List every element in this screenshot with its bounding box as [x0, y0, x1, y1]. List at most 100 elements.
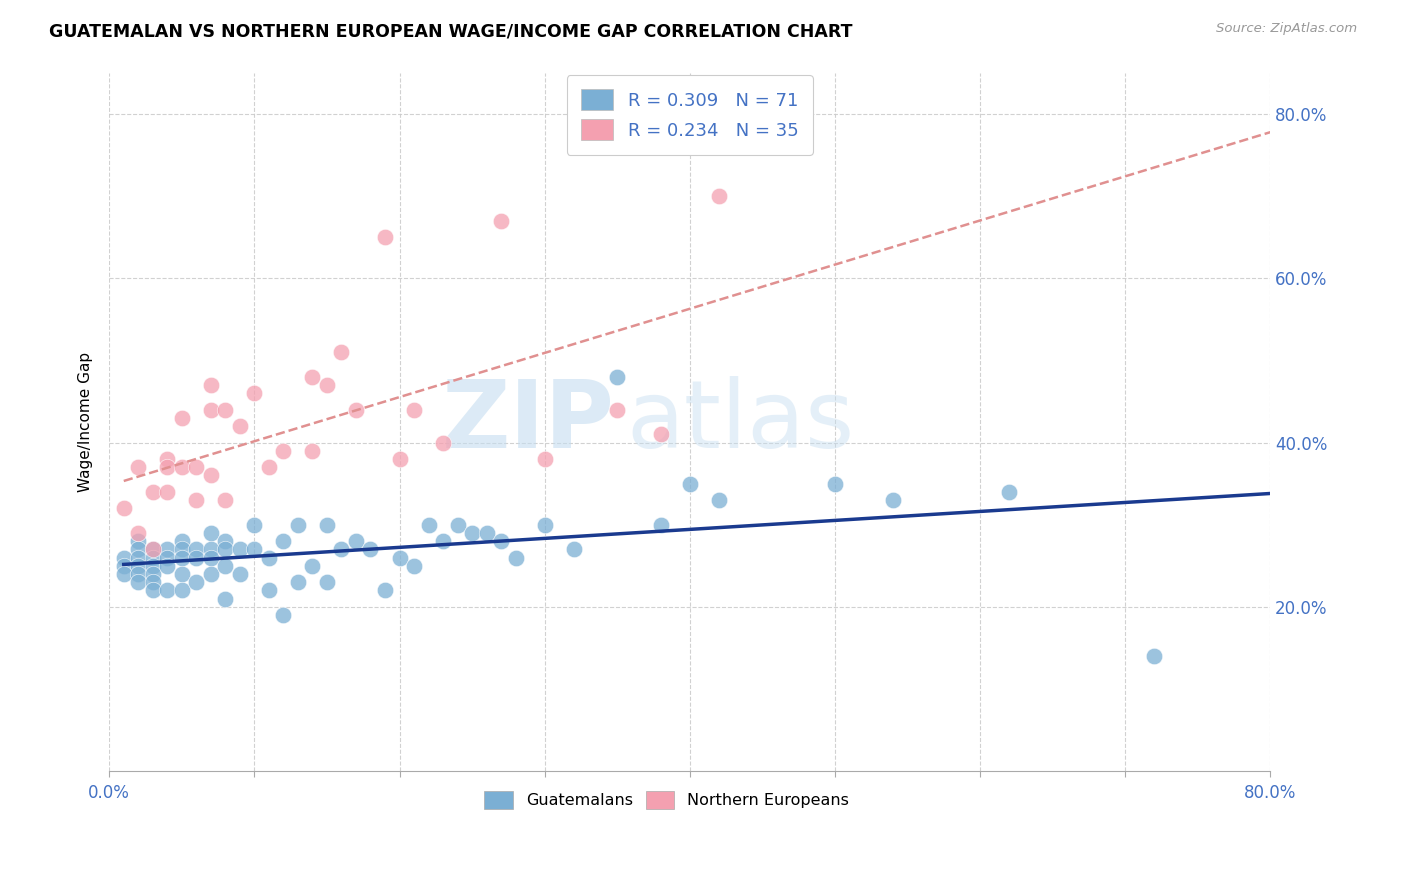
Point — [418, 517, 440, 532]
Point — [998, 484, 1021, 499]
Point — [142, 558, 165, 573]
Point — [402, 558, 425, 573]
Point — [156, 484, 179, 499]
Point — [243, 386, 266, 401]
Point — [707, 493, 730, 508]
Point — [200, 468, 222, 483]
Point — [156, 542, 179, 557]
Point — [156, 460, 179, 475]
Point — [330, 345, 353, 359]
Point — [156, 452, 179, 467]
Point — [142, 566, 165, 581]
Legend: Guatemalans, Northern Europeans: Guatemalans, Northern Europeans — [478, 784, 855, 815]
Point — [112, 501, 135, 516]
Point — [112, 558, 135, 573]
Point — [679, 476, 702, 491]
Point — [432, 534, 454, 549]
Point — [200, 550, 222, 565]
Point — [200, 566, 222, 581]
Point — [214, 402, 236, 417]
Point — [170, 566, 193, 581]
Point — [316, 378, 339, 392]
Point — [142, 484, 165, 499]
Point — [533, 452, 555, 467]
Point — [344, 534, 367, 549]
Point — [562, 542, 585, 557]
Point — [127, 542, 149, 557]
Point — [214, 558, 236, 573]
Point — [301, 558, 323, 573]
Point — [142, 583, 165, 598]
Point — [170, 550, 193, 565]
Point — [214, 542, 236, 557]
Point — [489, 214, 512, 228]
Point — [127, 525, 149, 540]
Point — [156, 558, 179, 573]
Point — [186, 575, 208, 590]
Point — [489, 534, 512, 549]
Point — [287, 517, 309, 532]
Point — [707, 189, 730, 203]
Point — [200, 402, 222, 417]
Point — [127, 534, 149, 549]
Point — [156, 583, 179, 598]
Point — [186, 493, 208, 508]
Point — [446, 517, 468, 532]
Point — [186, 542, 208, 557]
Point — [229, 542, 252, 557]
Point — [344, 402, 367, 417]
Point — [156, 550, 179, 565]
Point — [388, 452, 411, 467]
Point — [229, 566, 252, 581]
Point — [273, 607, 295, 622]
Point — [214, 493, 236, 508]
Point — [432, 435, 454, 450]
Point — [533, 517, 555, 532]
Point — [142, 550, 165, 565]
Point — [142, 542, 165, 557]
Point — [461, 525, 484, 540]
Point — [214, 534, 236, 549]
Point — [257, 460, 280, 475]
Point — [882, 493, 904, 508]
Point — [142, 542, 165, 557]
Point — [402, 402, 425, 417]
Text: Source: ZipAtlas.com: Source: ZipAtlas.com — [1216, 22, 1357, 36]
Point — [170, 460, 193, 475]
Point — [214, 591, 236, 606]
Point — [186, 460, 208, 475]
Point — [243, 517, 266, 532]
Text: ZIP: ZIP — [441, 376, 614, 468]
Text: GUATEMALAN VS NORTHERN EUROPEAN WAGE/INCOME GAP CORRELATION CHART: GUATEMALAN VS NORTHERN EUROPEAN WAGE/INC… — [49, 22, 852, 40]
Point — [287, 575, 309, 590]
Point — [170, 583, 193, 598]
Point — [330, 542, 353, 557]
Point — [170, 542, 193, 557]
Point — [374, 230, 396, 244]
Point — [127, 566, 149, 581]
Point — [374, 583, 396, 598]
Point — [475, 525, 498, 540]
Point — [650, 427, 672, 442]
Point — [388, 550, 411, 565]
Point — [257, 583, 280, 598]
Point — [606, 369, 628, 384]
Point — [360, 542, 382, 557]
Text: atlas: atlas — [626, 376, 855, 468]
Point — [243, 542, 266, 557]
Point — [301, 369, 323, 384]
Point — [127, 460, 149, 475]
Point — [824, 476, 846, 491]
Point — [257, 550, 280, 565]
Point — [273, 443, 295, 458]
Point — [170, 410, 193, 425]
Point — [127, 575, 149, 590]
Point — [273, 534, 295, 549]
Y-axis label: Wage/Income Gap: Wage/Income Gap — [79, 352, 93, 492]
Point — [112, 550, 135, 565]
Point — [186, 550, 208, 565]
Point — [316, 517, 339, 532]
Point — [200, 542, 222, 557]
Point — [650, 517, 672, 532]
Point — [142, 575, 165, 590]
